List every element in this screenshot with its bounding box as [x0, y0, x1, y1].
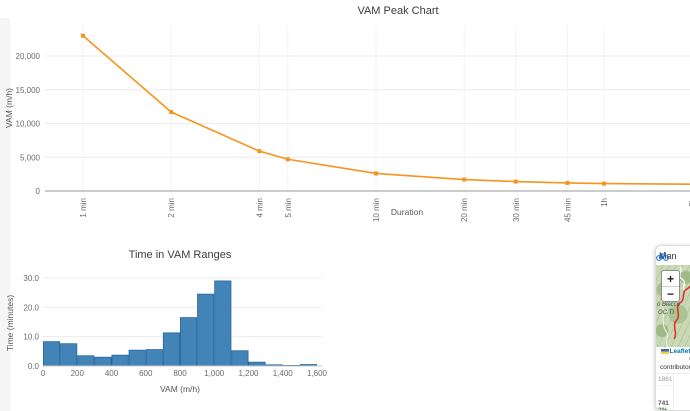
- svg-text:800: 800: [173, 369, 187, 378]
- svg-text:15,000: 15,000: [16, 86, 41, 95]
- svg-text:1,400: 1,400: [273, 369, 294, 378]
- svg-text:1 min: 1 min: [79, 198, 88, 218]
- svg-text:0.0: 0.0: [28, 362, 40, 371]
- ukraine-flag-icon: [660, 348, 669, 354]
- vam-ranges-chart: Time in VAM Ranges Time (minutes) VAM (m…: [5, 249, 328, 394]
- svg-text:400: 400: [105, 369, 119, 378]
- page-gutter: [0, 18, 10, 411]
- peak-chart-plot[interactable]: 0 5,000 10,000 15,000 20,000 1 min 2 min 4 min 5…: [16, 25, 690, 222]
- map-card: Man o Blecco OC.TI + − Leaflet | © contr…: [655, 245, 690, 411]
- peak-chart-xlabel: Duration: [391, 207, 423, 217]
- ranges-chart-ylabel: Time (minutes): [5, 295, 15, 352]
- svg-text:20,000: 20,000: [16, 52, 41, 61]
- map-attribution: Leaflet | © contributors: [656, 347, 690, 374]
- vam-peak-chart: VAM Peak Chart VAM (m/h) Duration 0 5,000…: [4, 5, 690, 222]
- svg-text:2 min: 2 min: [167, 198, 176, 218]
- stat-climb: 741: [658, 400, 669, 407]
- svg-text:1h: 1h: [600, 198, 609, 207]
- svg-text:10,000: 10,000: [16, 120, 41, 129]
- ride-stats-values: 1861 741 3% 377: [656, 374, 674, 411]
- svg-text:600: 600: [139, 369, 153, 378]
- svg-text:1,600: 1,600: [307, 369, 328, 378]
- svg-text:0: 0: [41, 369, 46, 378]
- svg-text:30 min: 30 min: [512, 198, 521, 222]
- ride-stats: 1861 741 3% 377: [656, 374, 690, 411]
- svg-text:20 min: 20 min: [460, 198, 469, 222]
- ranges-chart-plot[interactable]: 0.0 10.0 20.0 30.0 0 200 400 600 800 1,000 1,200 1,…: [23, 274, 327, 378]
- svg-text:5,000: 5,000: [20, 153, 41, 162]
- svg-text:45 min: 45 min: [563, 198, 572, 222]
- map-place-label-2: OC.TI: [658, 310, 674, 316]
- map-card-header: Man: [656, 246, 690, 265]
- map-zoom-out-button[interactable]: −: [662, 286, 679, 301]
- bicycle-icon: [656, 251, 669, 261]
- svg-text:10 min: 10 min: [372, 198, 381, 222]
- map-place-label: o Blecco: [657, 302, 681, 308]
- map[interactable]: o Blecco OC.TI + −: [656, 265, 690, 347]
- ranges-chart-title: Time in VAM Ranges: [129, 249, 232, 261]
- ranges-chart-xlabel: VAM (m/h): [160, 384, 200, 394]
- svg-text:2h: 2h: [688, 198, 690, 207]
- peak-chart-ylabel: VAM (m/h): [4, 88, 14, 128]
- stat-grade: 3%: [658, 407, 668, 411]
- svg-text:10.0: 10.0: [23, 333, 39, 342]
- peak-chart-title: VAM Peak Chart: [357, 5, 438, 17]
- map-terrain-overlay: [661, 266, 690, 347]
- svg-text:200: 200: [71, 369, 85, 378]
- svg-text:0: 0: [36, 187, 41, 196]
- svg-text:20.0: 20.0: [23, 303, 39, 312]
- svg-text:30.0: 30.0: [23, 274, 39, 283]
- elevation-profile-panel: [674, 374, 690, 410]
- svg-text:1,200: 1,200: [238, 369, 259, 378]
- stat-elevation: 1861: [658, 376, 673, 386]
- map-zoom-control: + −: [661, 270, 680, 302]
- svg-text:4 min: 4 min: [255, 198, 264, 218]
- svg-text:5 min: 5 min: [284, 198, 293, 218]
- map-zoom-in-button[interactable]: +: [662, 271, 679, 286]
- svg-text:1,000: 1,000: [204, 369, 225, 378]
- leaflet-link[interactable]: Leaflet: [669, 348, 690, 355]
- attribution-contributors: contributors: [660, 364, 690, 371]
